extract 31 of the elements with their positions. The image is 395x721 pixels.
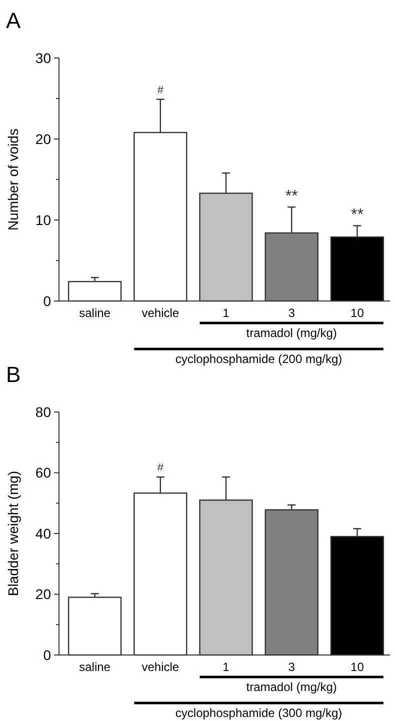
- annotation: #: [157, 84, 164, 96]
- y-tick-label: 60: [35, 464, 52, 481]
- y-tick-label: 10: [35, 212, 52, 228]
- annotation: **: [350, 206, 364, 224]
- y-tick-label: 0: [43, 292, 52, 309]
- chart-title: B: [6, 362, 21, 387]
- text: tramadol (mg/kg): [246, 680, 337, 694]
- annotation: **: [285, 188, 298, 206]
- x-tick-label: saline: [79, 306, 111, 320]
- x-tick-label: saline: [79, 660, 111, 674]
- y-axis-title: Number of voids: [5, 128, 21, 230]
- y-tick-label: 20: [35, 586, 52, 602]
- x-tick-label: 3: [288, 660, 296, 674]
- y-tick-label: 30: [35, 50, 52, 66]
- y-tick-label: 0: [43, 646, 52, 663]
- x-tick-label: vehicle: [142, 306, 180, 320]
- chart-title: A: [6, 8, 21, 33]
- y-tick-label: 20: [35, 130, 52, 147]
- y-tick-label: 80: [35, 404, 52, 420]
- y-tick-label: 40: [35, 525, 52, 542]
- text: cyclophosphamide (200 mg/kg): [175, 352, 342, 366]
- x-tick-label: 1: [222, 306, 230, 320]
- x-tick-label: 3: [288, 306, 296, 320]
- x-tick-label: vehicle: [142, 660, 180, 674]
- x-tick-label: 10: [350, 660, 364, 674]
- annotation: #: [157, 462, 164, 474]
- text: cyclophosphamide (300 mg/kg): [175, 706, 342, 720]
- text: tramadol (mg/kg): [246, 326, 337, 340]
- x-tick-label: 1: [222, 660, 230, 674]
- y-axis-title: Bladder weight (mg): [5, 470, 21, 596]
- x-tick-label: 10: [350, 306, 364, 320]
